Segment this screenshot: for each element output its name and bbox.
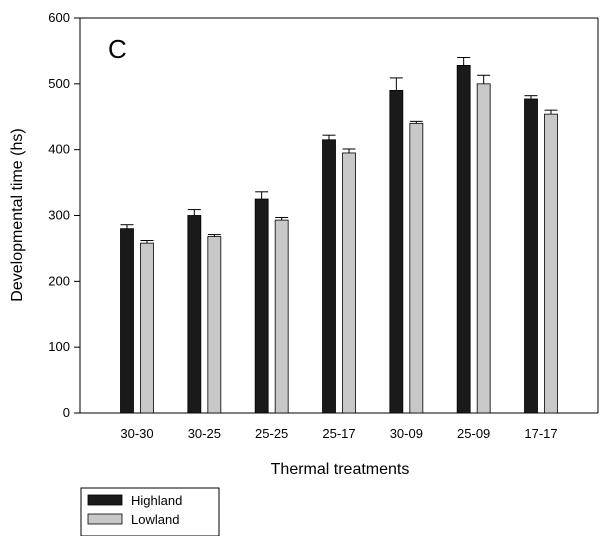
panel-letter: C: [108, 34, 127, 64]
bar-highland: [322, 139, 336, 414]
bar-lowland: [274, 219, 289, 414]
bar-lowland: [207, 236, 222, 414]
y-ticks: 0 100 200 300 400 500 600: [48, 10, 80, 420]
bar-highland: [120, 228, 134, 414]
y-tick-label: 500: [48, 76, 70, 91]
x-tick-label: 30-09: [390, 426, 423, 441]
bar-highland: [187, 215, 202, 414]
y-tick-label: 300: [48, 208, 70, 223]
legend-swatch-highland: [87, 494, 123, 506]
bar-highland: [389, 90, 404, 414]
x-axis-title: Thermal treatments: [271, 461, 410, 478]
bar-lowland: [476, 83, 491, 414]
x-tick-label: 25-09: [457, 426, 490, 441]
axes: [79, 17, 599, 414]
y-tick-label: 400: [48, 142, 70, 157]
bar-highland: [254, 198, 269, 414]
bar-highland: [456, 65, 471, 414]
error-bars: [120, 57, 558, 244]
legend: Highland Lowland: [80, 487, 220, 536]
bar-lowland: [140, 242, 154, 414]
y-axis-title: Developmental time (hs): [9, 128, 26, 301]
y-tick-label: 600: [48, 10, 70, 25]
x-ticks: 30-30 30-25 25-25 25-17 30-09 25-09 17-17: [120, 426, 557, 441]
x-tick-label: 30-25: [188, 426, 221, 441]
legend-swatch-lowland: [87, 513, 123, 525]
y-tick-label: 100: [48, 339, 70, 354]
y-tick-label: 200: [48, 273, 70, 288]
bars: [120, 65, 558, 414]
bar-lowland: [544, 113, 558, 414]
legend-label-highland: Highland: [131, 493, 182, 508]
y-tick-label: 0: [63, 405, 70, 420]
legend-label-lowland: Lowland: [131, 512, 179, 527]
bar-lowland: [342, 152, 356, 414]
x-tick-label: 25-17: [322, 426, 355, 441]
x-tick-label: 30-30: [120, 426, 153, 441]
bar-highland: [524, 98, 538, 414]
x-tick-label: 17-17: [524, 426, 557, 441]
x-tick-label: 25-25: [255, 426, 288, 441]
bar-lowland: [409, 122, 424, 414]
